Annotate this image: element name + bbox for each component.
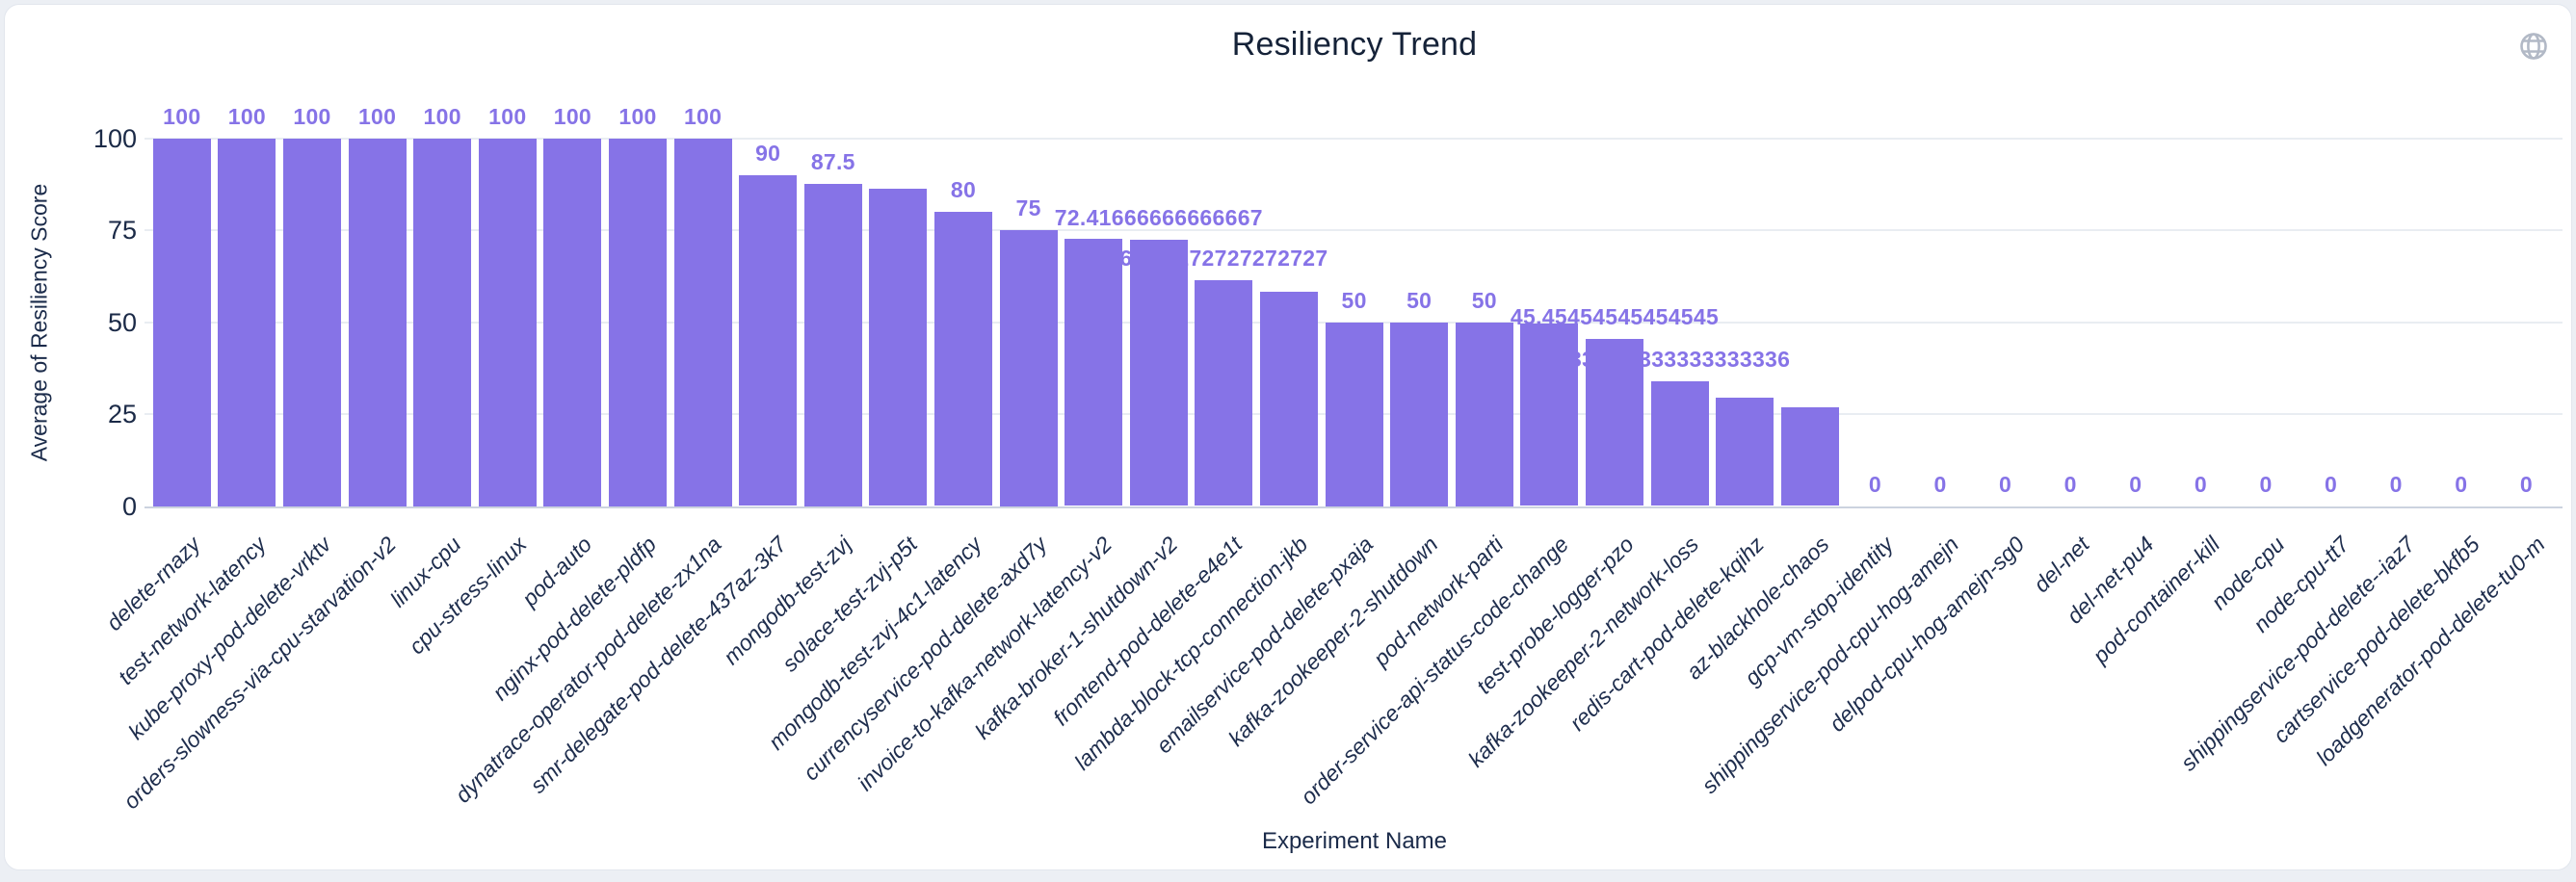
bar-value-label: 0	[1999, 471, 2012, 497]
bar-value-label: 50	[1471, 287, 1497, 313]
chart-title: Resiliency Trend	[1231, 26, 1478, 63]
bar-value-label: 100	[163, 103, 201, 129]
y-tick-label-100: 100	[92, 123, 137, 153]
resiliency-trend-card: Resiliency Trend Average of Resiliency S…	[4, 4, 2572, 870]
bar-value-label: 50	[1406, 287, 1433, 313]
x-tick-label: cpu-stress-linux	[403, 532, 532, 660]
bar-value-label: 0	[2194, 471, 2207, 497]
gridline-y-75	[145, 229, 2563, 231]
bar[interactable]	[152, 138, 211, 506]
y-tick-label-0: 0	[121, 491, 137, 521]
bar[interactable]	[1390, 322, 1449, 506]
bar[interactable]	[673, 138, 732, 506]
bar[interactable]	[478, 138, 537, 506]
bar-value-label: 90	[755, 140, 781, 166]
bar[interactable]	[1780, 406, 1839, 506]
bar[interactable]	[218, 138, 276, 506]
bar[interactable]	[739, 174, 798, 506]
bar-value-label: 100	[618, 103, 657, 129]
bar[interactable]	[609, 138, 667, 506]
bar-value-label: 0	[1933, 471, 1947, 497]
bar[interactable]	[1260, 291, 1318, 506]
bar[interactable]	[1455, 322, 1513, 506]
bar-value-label: 100	[683, 103, 723, 129]
bar-value-label: 72.41666666666667	[1054, 204, 1263, 230]
bar-value-label: 0	[1868, 471, 1881, 497]
bar[interactable]	[283, 138, 341, 506]
bar-value-label: 0	[2129, 471, 2142, 497]
bar-value-label: 0	[2455, 471, 2468, 497]
x-tick-label: shippingservice-pod-delete--iaz7	[2175, 532, 2420, 776]
bar[interactable]	[1065, 238, 1123, 506]
bar-value-label: 100	[553, 103, 592, 129]
bar[interactable]	[934, 211, 992, 506]
bar-value-label: 75	[1015, 195, 1041, 220]
bar[interactable]	[869, 188, 928, 506]
bar[interactable]	[348, 138, 407, 506]
bar-value-label: 0	[2325, 471, 2338, 497]
globe-icon[interactable]	[2517, 30, 2550, 63]
bar[interactable]	[1129, 239, 1188, 506]
y-tick-label-50: 50	[107, 307, 137, 337]
bar[interactable]	[413, 138, 472, 506]
bar[interactable]	[543, 138, 602, 506]
bar-value-label: 0	[2063, 471, 2077, 497]
bar-value-label: 100	[357, 103, 397, 129]
bar-value-label: 100	[293, 103, 331, 129]
bar[interactable]	[999, 230, 1058, 506]
bar-value-label: 0	[2519, 471, 2533, 497]
x-axis-title: Experiment Name	[1261, 828, 1448, 854]
bar[interactable]	[1650, 381, 1709, 506]
bar-value-label: 87.5	[810, 149, 855, 175]
bar[interactable]	[1195, 280, 1253, 506]
bar-value-label: 0	[2389, 471, 2403, 497]
bar[interactable]	[803, 184, 862, 506]
bar-value-label: 80	[950, 176, 977, 202]
gridline-y-100	[145, 137, 2563, 140]
x-tick-label: currencyservice-pod-delete-axd7y	[798, 532, 1052, 786]
bar[interactable]	[1520, 324, 1579, 506]
y-tick-label-75: 75	[107, 216, 137, 245]
bar-value-label: 0	[2259, 471, 2273, 497]
bar[interactable]	[1325, 322, 1383, 506]
bar-value-label: 100	[423, 103, 461, 129]
x-axis-line	[145, 506, 2563, 508]
bar-value-label: 100	[488, 103, 527, 129]
bar-value-label: 50	[1341, 287, 1367, 313]
bar-value-label: 100	[227, 103, 267, 129]
bar-chart-plot: 0 25 50 75 100 100 100 100 100 100 100 100 100 100 90 8…	[5, 5, 2571, 869]
y-tick-label-25: 25	[107, 400, 137, 428]
bar[interactable]	[1586, 338, 1643, 506]
bar[interactable]	[1716, 397, 1774, 506]
